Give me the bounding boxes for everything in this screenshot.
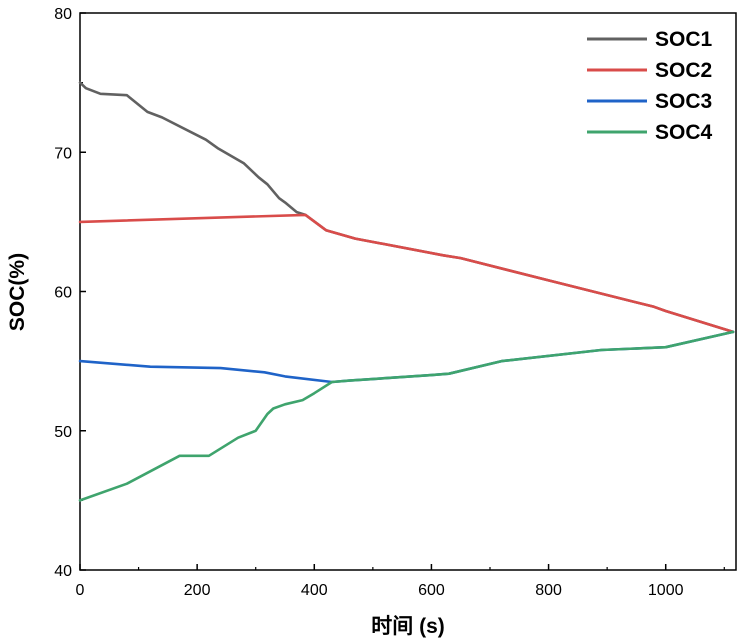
legend-label-soc3: SOC3 [655, 90, 712, 113]
y-tick-label: 60 [54, 285, 72, 302]
x-axis-title: 时间 (s) [371, 615, 445, 638]
x-tick-label: 1000 [648, 582, 684, 599]
x-tick-label: 800 [535, 582, 562, 599]
series-line-soc3 [78, 330, 735, 384]
series-line-soc4 [78, 330, 735, 502]
plot-frame [79, 12, 737, 571]
x-tick-label: 400 [301, 582, 328, 599]
axis-ticks: 0 200 400 600 800 1000 40 50 60 70 80 [54, 6, 725, 599]
legend-label-soc4: SOC4 [655, 121, 713, 144]
y-axis-title: SOC(%) [6, 253, 29, 331]
series-line-soc1 [78, 81, 735, 334]
series-lines [78, 81, 735, 502]
series-line-soc2 [78, 213, 735, 334]
legend-label-soc1: SOC1 [655, 28, 713, 51]
legend-label-soc2: SOC2 [655, 59, 712, 82]
legend: SOC1 SOC2 SOC3 SOC4 [587, 28, 713, 144]
x-tick-label: 200 [184, 582, 211, 599]
y-tick-label: 80 [54, 6, 72, 23]
y-tick-label: 70 [54, 145, 72, 162]
y-tick-label: 50 [54, 424, 72, 441]
x-tick-label: 600 [418, 582, 445, 599]
x-tick-label: 0 [76, 582, 85, 599]
y-tick-label: 40 [54, 563, 72, 580]
